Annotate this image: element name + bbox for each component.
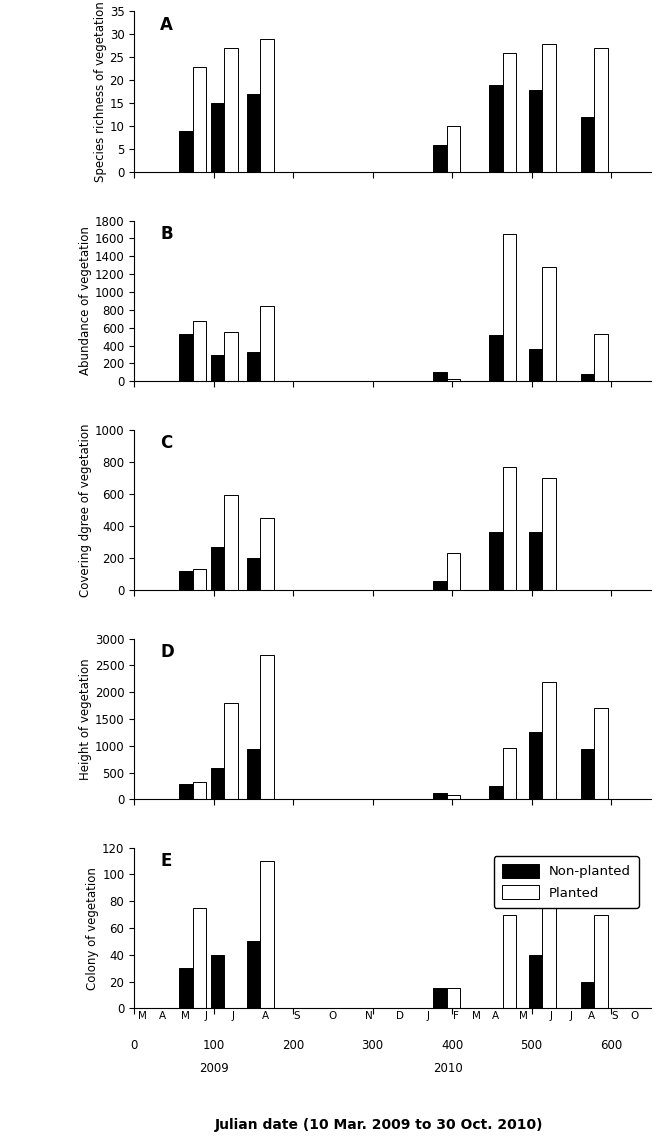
Bar — [247, 942, 260, 1008]
Bar — [447, 126, 460, 172]
Bar — [594, 333, 607, 382]
Bar — [193, 783, 206, 800]
Bar — [179, 784, 193, 800]
Bar — [594, 48, 607, 172]
Bar — [580, 982, 594, 1008]
Bar — [260, 861, 274, 1008]
Text: 2009: 2009 — [199, 1061, 229, 1075]
Bar — [193, 908, 206, 1008]
Bar — [260, 518, 274, 590]
Bar — [193, 570, 206, 590]
Bar — [211, 547, 224, 590]
Bar — [433, 372, 447, 382]
Bar — [247, 558, 260, 590]
Bar — [211, 103, 224, 172]
Bar — [433, 144, 447, 172]
Bar — [193, 322, 206, 382]
Legend: Non-planted, Planted: Non-planted, Planted — [494, 856, 639, 908]
Y-axis label: Covering dgree of vegetation: Covering dgree of vegetation — [79, 423, 92, 597]
Bar — [211, 955, 224, 1008]
Bar — [542, 908, 556, 1008]
Bar — [542, 267, 556, 382]
Bar — [179, 571, 193, 590]
Bar — [529, 350, 542, 382]
Bar — [529, 732, 542, 800]
Bar — [224, 332, 238, 382]
Bar — [247, 94, 260, 172]
Y-axis label: Height of vegetation: Height of vegetation — [79, 658, 92, 779]
Bar — [247, 748, 260, 800]
Bar — [580, 375, 594, 382]
Bar — [447, 554, 460, 590]
Bar — [260, 39, 274, 172]
Text: D: D — [160, 643, 174, 661]
Bar — [503, 234, 516, 382]
Bar — [594, 708, 607, 800]
Bar — [247, 352, 260, 382]
Bar — [179, 968, 193, 1008]
Bar — [224, 702, 238, 800]
Bar — [489, 533, 503, 590]
Bar — [529, 89, 542, 172]
Text: B: B — [160, 226, 172, 243]
Text: 2010: 2010 — [433, 1061, 463, 1075]
Bar — [447, 795, 460, 800]
Bar — [503, 53, 516, 172]
Bar — [193, 66, 206, 172]
Bar — [433, 988, 447, 1008]
Y-axis label: Species richness of vegetation: Species richness of vegetation — [94, 1, 107, 182]
Bar — [529, 533, 542, 590]
Bar — [447, 378, 460, 382]
Bar — [447, 988, 460, 1008]
Bar — [211, 354, 224, 382]
Bar — [179, 333, 193, 382]
Y-axis label: Colony of vegetation: Colony of vegetation — [87, 866, 99, 989]
Bar — [433, 793, 447, 800]
Bar — [503, 466, 516, 590]
Bar — [580, 748, 594, 800]
Text: Julian date (10 Mar. 2009 to 30 Oct. 2010): Julian date (10 Mar. 2009 to 30 Oct. 201… — [215, 1117, 544, 1132]
Text: C: C — [160, 434, 172, 453]
Y-axis label: Abundance of vegetation: Abundance of vegetation — [79, 227, 92, 376]
Bar — [260, 654, 274, 800]
Text: A: A — [160, 16, 173, 34]
Bar — [260, 306, 274, 382]
Bar — [542, 44, 556, 172]
Bar — [542, 478, 556, 590]
Bar — [489, 85, 503, 172]
Bar — [542, 682, 556, 800]
Bar — [580, 117, 594, 172]
Text: E: E — [160, 853, 171, 871]
Bar — [503, 748, 516, 800]
Bar — [224, 48, 238, 172]
Bar — [529, 955, 542, 1008]
Bar — [433, 581, 447, 590]
Bar — [224, 495, 238, 590]
Bar — [489, 335, 503, 382]
Bar — [211, 768, 224, 800]
Bar — [503, 915, 516, 1008]
Bar — [489, 786, 503, 800]
Bar — [594, 915, 607, 1008]
Bar — [179, 131, 193, 172]
